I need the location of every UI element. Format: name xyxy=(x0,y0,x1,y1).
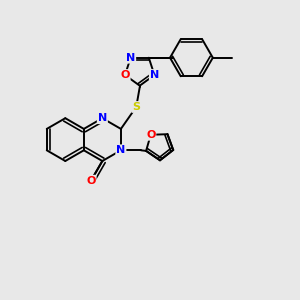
Text: N: N xyxy=(116,145,125,155)
Text: N: N xyxy=(126,53,135,63)
Text: S: S xyxy=(132,102,140,112)
Text: O: O xyxy=(120,70,130,80)
Text: O: O xyxy=(146,130,155,140)
Text: N: N xyxy=(98,113,107,123)
Text: N: N xyxy=(150,70,159,80)
Text: O: O xyxy=(86,176,96,186)
